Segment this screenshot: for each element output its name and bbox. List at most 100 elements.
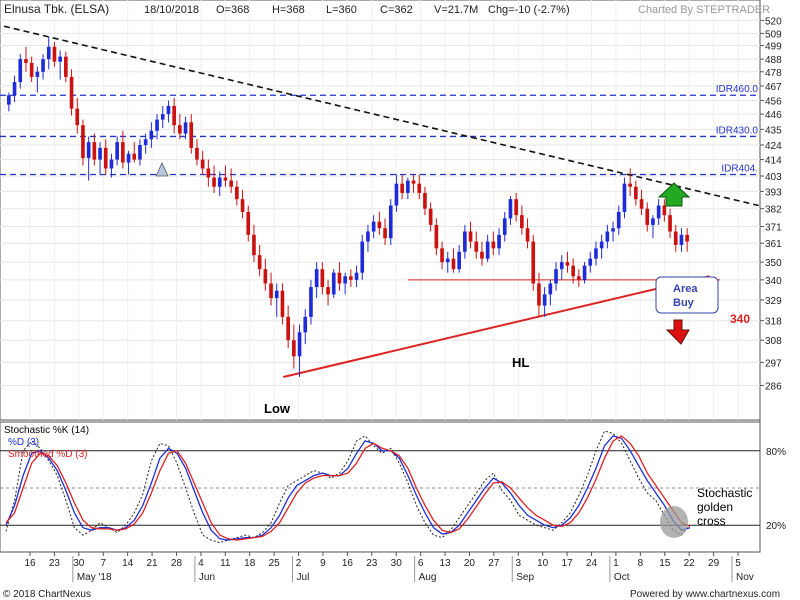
x-tick-label: 18 [244,558,256,569]
candle-body [639,199,644,209]
y-tick-label: 414 [765,156,782,167]
candle-body [143,139,148,145]
header-date: 18/10/2018 [144,4,199,16]
level-lines: IDR460.0 IDR430.0 IDR404. [0,84,760,281]
candle-body [52,46,57,62]
x-tick-label: 14 [122,558,134,569]
candle-body [371,221,376,232]
month-label: Oct [614,572,630,583]
candle-body [491,241,496,249]
candle-body [502,218,507,235]
x-tick-label: 27 [488,558,500,569]
candle-body [428,208,433,225]
y-tick-label: 382 [765,205,782,216]
y-tick-label: 350 [765,258,782,269]
x-tick-label: 8 [638,558,644,569]
candle-body [103,147,108,169]
candle-body [588,258,593,266]
candle-body [29,62,34,77]
candle-body [434,224,439,249]
candle-body [314,269,319,288]
candle-body [326,287,330,295]
candle-body [297,332,302,357]
trendlines [3,25,759,378]
x-tick-label: 16 [24,558,36,569]
candle-body [24,59,28,63]
candle-body [121,142,125,163]
x-tick-label: 21 [147,558,159,569]
candle-body [280,290,285,317]
area-buy-box [655,276,719,314]
candles [7,37,689,377]
candle-body [622,183,627,212]
y-tick-label: 446 [765,110,782,121]
candle-body [69,76,74,109]
candle-body [394,183,399,206]
candle-body [41,59,45,72]
candle-body [81,125,85,159]
x-tick-label: 30 [73,558,85,569]
month-label: Jun [199,572,215,583]
candle-body [217,177,222,187]
y-tick-label: 467 [765,82,782,93]
candle-body [559,262,564,270]
candle-body [445,258,450,263]
candle-body [531,241,536,284]
candle-body [388,205,393,239]
candle-body [263,269,268,284]
x-tick-label: 6 [418,558,424,569]
y-tick-label: 308 [765,336,782,347]
candle-body [582,265,587,280]
candle-body [668,215,672,232]
x-tick-label: 2 [296,558,302,569]
y-axis-ticks: 520 509 499 488 478 467 456 446 435 424 414 403 393 3… [760,16,782,392]
candle-body [240,199,245,212]
candle-body [349,276,353,280]
candle-body [257,255,262,270]
candle-body [662,205,667,216]
candle-body [599,241,604,249]
candle-body [229,180,233,187]
candle-body [46,46,51,60]
y-tick-label: 509 [765,29,782,40]
y-tick-label: 393 [765,187,782,198]
candle-body [673,231,678,245]
y-tick-label: 499 [765,42,782,53]
candle-body [178,125,182,134]
stoch-legend-d: %D (3) [8,437,39,448]
low-label: Low [264,401,291,416]
stoch-panel-frame [0,421,761,553]
y-tick-label: 520 [765,16,782,27]
stoch-series-2 [5,435,691,541]
candle-body [303,316,308,333]
stoch-tick-label: 20% [766,521,786,532]
candle-body [331,272,336,295]
candle-body [320,269,325,288]
candle-body [440,248,444,263]
candle-body [354,272,359,280]
y-tick-label: 361 [765,239,782,250]
y-tick-label: 435 [765,125,782,136]
stoch-tick-label: 80% [766,447,786,458]
header-high: H=368 [272,4,305,16]
month-label: Sep [516,572,534,583]
candle-body [109,159,114,169]
candle-body [149,130,154,140]
month-label: Jul [297,572,310,583]
candle-body [58,56,62,62]
candle-body [155,119,159,131]
candle-body [474,241,479,252]
candle-body [497,234,501,249]
area-buy-line1: Area [673,283,698,295]
footer-powered: Powered by www.chartnexus.com [630,589,780,600]
candle-body [457,251,461,270]
header-change: Chg=-10 (-2.7%) [488,4,570,16]
y-tick-label: 329 [765,296,782,307]
x-axis-ticks: 16 23 30 7 14 21 28 4 11 18 25 2 9 16 23 30 6 13 20 27 3 10 17… [24,552,754,583]
candle-body [92,142,97,160]
x-tick-label: 23 [49,558,61,569]
x-tick-label: 16 [342,558,354,569]
level-label: IDR430.0 [716,125,759,136]
candle-body [64,56,68,77]
y-tick-label: 456 [765,97,782,108]
